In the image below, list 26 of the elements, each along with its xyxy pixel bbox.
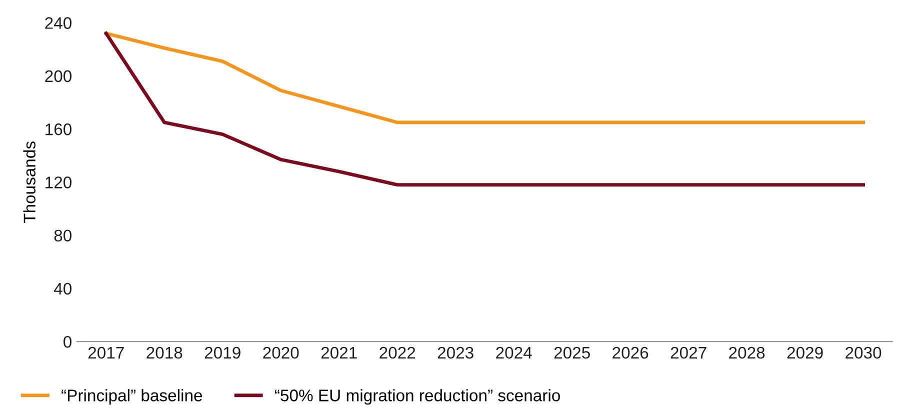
y-tick-label: 80 [54, 230, 72, 242]
y-tick-label: 120 [46, 176, 72, 188]
x-tick-label: 2025 [554, 346, 590, 359]
x-tick-label: 2027 [670, 346, 706, 359]
legend-label: “50% EU migration reduction” scenario [275, 389, 560, 405]
line-series [104, 32, 866, 187]
x-tick-label: 2030 [846, 346, 882, 359]
x-tick-label: 2021 [321, 346, 357, 359]
y-tick-label: 240 [45, 17, 72, 29]
x-tick-label: 2017 [88, 346, 124, 359]
x-tick-label: 2023 [438, 346, 474, 359]
x-tick-label: 2018 [146, 346, 182, 359]
y-tick-label: 200 [45, 70, 72, 82]
y-axis-title: Thousands [23, 142, 36, 224]
line-series [104, 32, 866, 124]
x-tick-label: 2026 [612, 346, 648, 359]
y-tick-label: 160 [46, 123, 72, 136]
x-tick-label: 2020 [263, 346, 299, 359]
legend-label: “Principal” baseline [62, 389, 202, 405]
x-tick-label: 2029 [787, 346, 823, 359]
y-tick-label: 0 [64, 336, 72, 348]
x-tick-label: 2028 [729, 346, 765, 359]
x-tick-label: 2024 [496, 346, 532, 359]
x-tick-label: 2019 [204, 346, 240, 359]
y-tick-label: 40 [54, 282, 72, 295]
x-tick-label: 2022 [380, 346, 416, 359]
